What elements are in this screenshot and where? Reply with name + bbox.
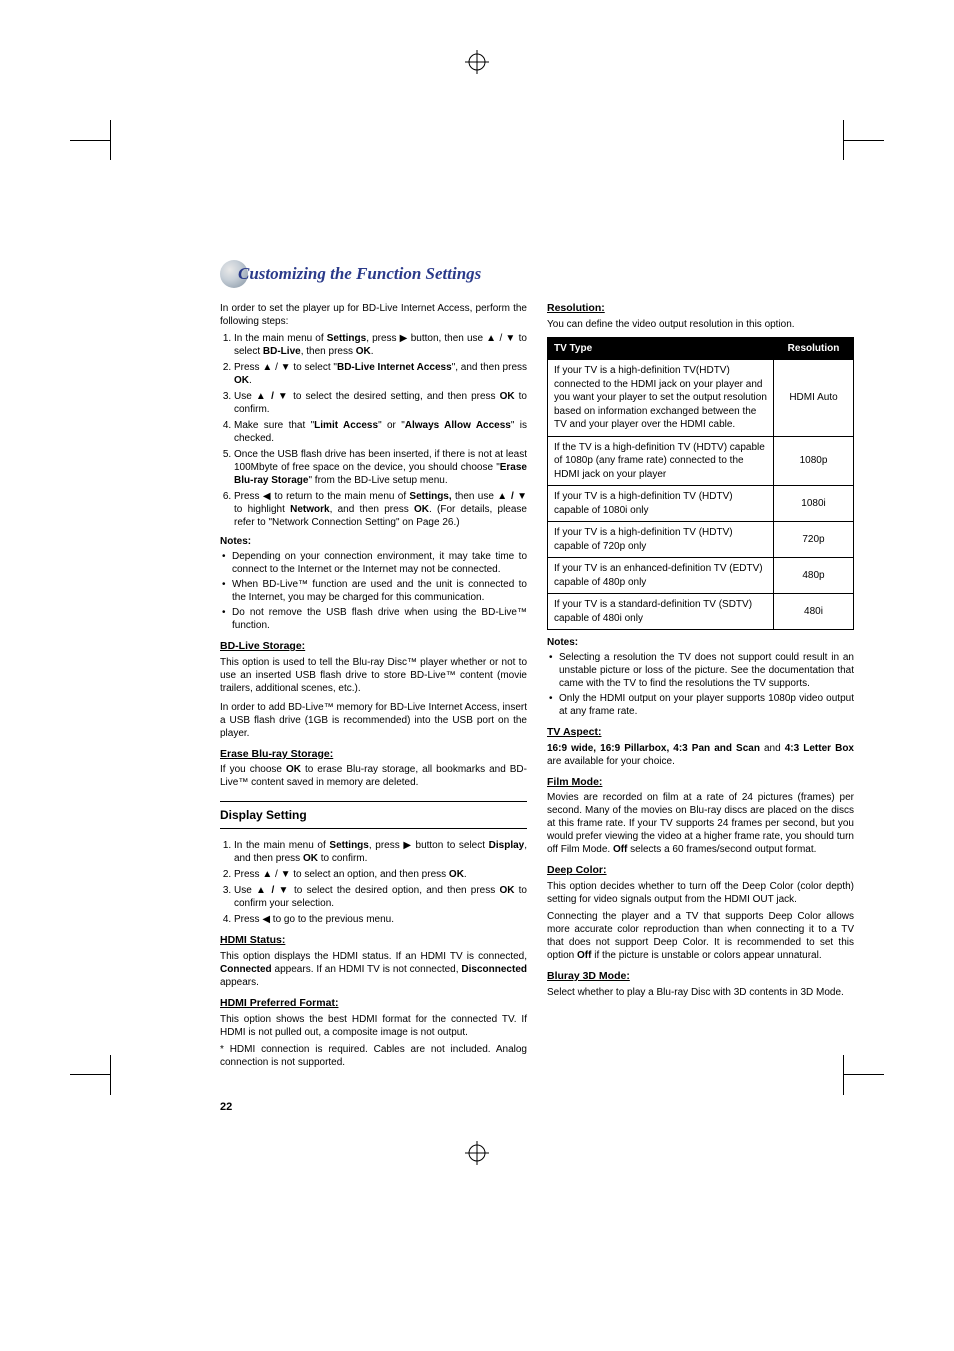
table-cell: 480i (774, 594, 854, 630)
body-text: You can define the video output resoluti… (547, 318, 854, 331)
list-item: Press ◀ to return to the main menu of Se… (234, 490, 527, 529)
hdmi-status-heading: HDMI Status: (220, 934, 527, 948)
list-item: Use ▲ / ▼ to select the desired option, … (234, 884, 527, 910)
list-item: Do not remove the USB flash drive when u… (220, 606, 527, 632)
body-text: Connecting the player and a TV that supp… (547, 910, 854, 962)
erase-storage-heading: Erase Blu-ray Storage: (220, 748, 527, 762)
list-item: Use ▲ / ▼ to select the desired setting,… (234, 390, 527, 416)
table-cell: If your TV is a high-definition TV (HDTV… (548, 522, 774, 558)
table-row: If your TV is a high-definition TV(HDTV)… (548, 360, 854, 437)
body-text: In order to add BD-Live™ memory for BD-L… (220, 701, 527, 740)
table-cell: If the TV is a high-definition TV (HDTV)… (548, 436, 774, 486)
notes-list: Selecting a resolution the TV does not s… (547, 651, 854, 718)
table-cell: 720p (774, 522, 854, 558)
resolution-heading: Resolution: (547, 302, 854, 316)
body-text: 16:9 wide, 16:9 Pillarbox, 4:3 Pan and S… (547, 742, 854, 768)
display-setting-heading: Display Setting (220, 801, 527, 829)
list-item: Only the HDMI output on your player supp… (547, 692, 854, 718)
table-cell: If your TV is an enhanced-definition TV … (548, 558, 774, 594)
table-cell: 480p (774, 558, 854, 594)
body-text: This option displays the HDMI status. If… (220, 950, 527, 989)
table-row: If your TV is a high-definition TV (HDTV… (548, 486, 854, 522)
body-text: Movies are recorded on film at a rate of… (547, 791, 854, 856)
body-text: This option is used to tell the Blu-ray … (220, 656, 527, 695)
list-item: Press ▲ / ▼ to select an option, and the… (234, 868, 527, 881)
page-title: Customizing the Function Settings (238, 263, 481, 286)
page-title-wrap: Customizing the Function Settings (220, 260, 854, 288)
list-item: When BD-Live™ function are used and the … (220, 578, 527, 604)
film-mode-heading: Film Mode: (547, 776, 854, 790)
bdlive-steps-list: In the main menu of Settings, press ▶ bu… (220, 332, 527, 529)
left-column: In order to set the player up for BD-Liv… (220, 302, 527, 1070)
intro-text: In order to set the player up for BD-Liv… (220, 302, 527, 328)
body-text: If you choose OK to erase Blu-ray storag… (220, 763, 527, 789)
table-cell: If your TV is a standard-definition TV (… (548, 594, 774, 630)
notes-heading: Notes: (220, 535, 527, 548)
resolution-table: TV Type Resolution If your TV is a high-… (547, 337, 854, 631)
list-item: Once the USB flash drive has been insert… (234, 448, 527, 487)
table-cell: If your TV is a high-definition TV(HDTV)… (548, 360, 774, 437)
list-item: Depending on your connection environment… (220, 550, 527, 576)
table-cell: If your TV is a high-definition TV (HDTV… (548, 486, 774, 522)
body-text: This option shows the best HDMI format f… (220, 1013, 527, 1039)
page-content: Customizing the Function Settings In ord… (0, 0, 954, 1215)
list-item: In the main menu of Settings, press ▶ bu… (234, 839, 527, 865)
notes-heading: Notes: (547, 636, 854, 649)
body-text: Select whether to play a Blu-ray Disc wi… (547, 986, 854, 999)
table-header: Resolution (774, 337, 854, 360)
list-item: In the main menu of Settings, press ▶ bu… (234, 332, 527, 358)
tv-aspect-heading: TV Aspect: (547, 726, 854, 740)
list-item: Make sure that "Limit Access" or "Always… (234, 419, 527, 445)
right-column: Resolution: You can define the video out… (547, 302, 854, 1070)
table-row: If the TV is a high-definition TV (HDTV)… (548, 436, 854, 486)
notes-list: Depending on your connection environment… (220, 550, 527, 632)
table-header: TV Type (548, 337, 774, 360)
deep-color-heading: Deep Color: (547, 864, 854, 878)
list-item: Press ▲ / ▼ to select "BD-Live Internet … (234, 361, 527, 387)
body-text: This option decides whether to turn off … (547, 880, 854, 906)
page-number: 22 (220, 1100, 854, 1115)
table-row: If your TV is a standard-definition TV (… (548, 594, 854, 630)
table-cell: 1080p (774, 436, 854, 486)
display-steps-list: In the main menu of Settings, press ▶ bu… (220, 839, 527, 926)
hdmi-preferred-heading: HDMI Preferred Format: (220, 997, 527, 1011)
table-row: If your TV is an enhanced-definition TV … (548, 558, 854, 594)
bdlive-storage-heading: BD-Live Storage: (220, 640, 527, 654)
list-item: Selecting a resolution the TV does not s… (547, 651, 854, 690)
table-cell: 1080i (774, 486, 854, 522)
table-cell: HDMI Auto (774, 360, 854, 437)
bluray-3d-heading: Bluray 3D Mode: (547, 970, 854, 984)
body-text: * HDMI connection is required. Cables ar… (220, 1043, 527, 1069)
list-item: Press ◀ to go to the previous menu. (234, 913, 527, 926)
table-row: If your TV is a high-definition TV (HDTV… (548, 522, 854, 558)
